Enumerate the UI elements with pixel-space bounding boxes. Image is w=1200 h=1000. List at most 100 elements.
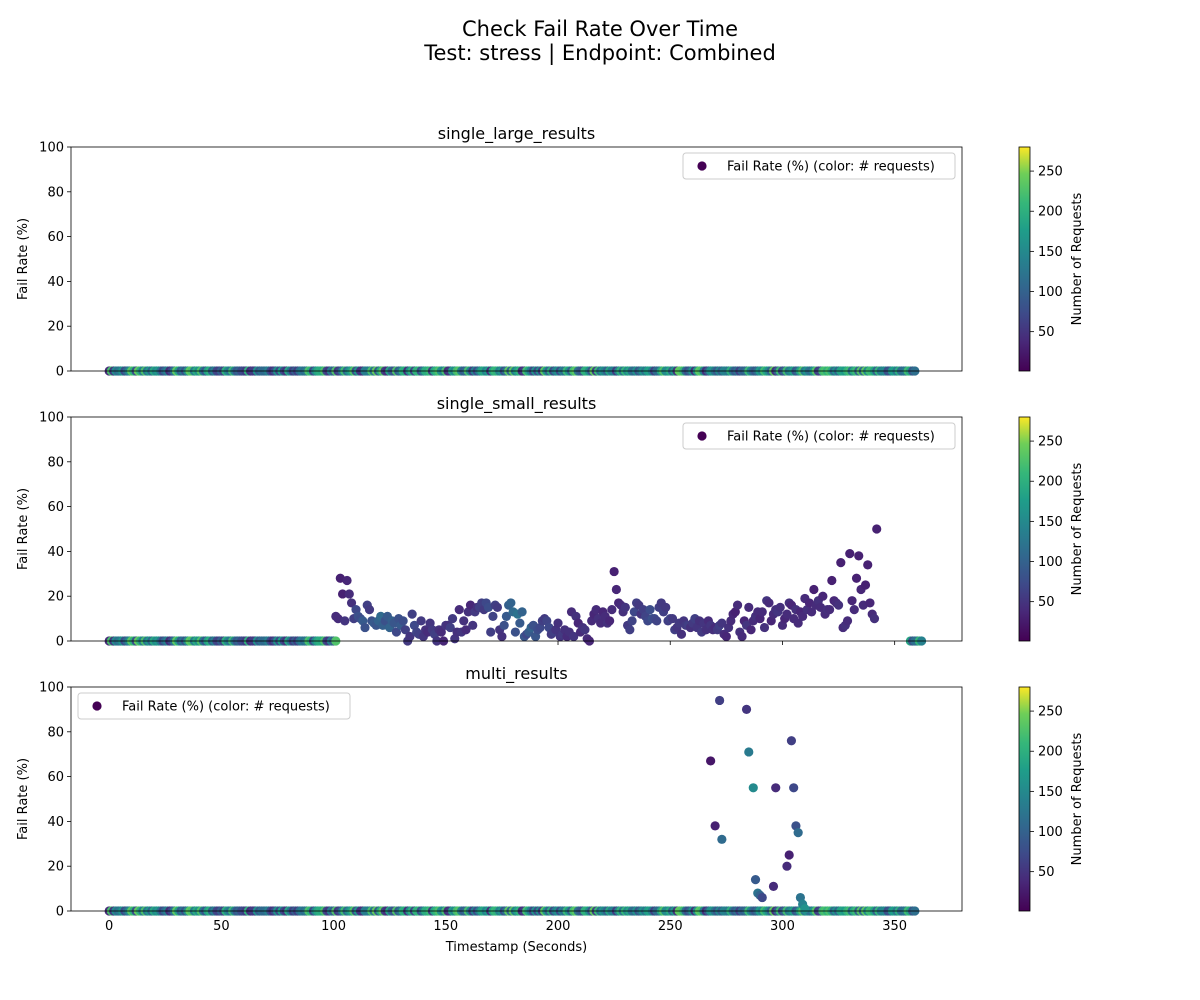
x-tick-label: 200 (546, 919, 571, 934)
data-point (416, 616, 426, 626)
data-point (744, 602, 754, 613)
y-tick-label: 100 (39, 411, 64, 426)
x-axis-label: Timestamp (Seconds) (445, 940, 587, 955)
colorbar-label: Number of Requests (1070, 192, 1085, 325)
legend-label: Fail Rate (%) (color: # requests) (727, 430, 935, 445)
colorbar-tick-label: 50 (1038, 595, 1055, 610)
colorbar-tick-label: 150 (1038, 515, 1063, 530)
y-tick: 80 (47, 185, 71, 200)
data-point (620, 602, 630, 613)
colorbar-tick: 200 (1030, 205, 1063, 220)
y-tick: 60 (47, 230, 71, 245)
data-point (784, 850, 794, 860)
data-point (360, 622, 370, 633)
colorbar-tick-label: 250 (1038, 705, 1063, 720)
data-point (717, 834, 727, 844)
y-tick-label: 80 (47, 185, 64, 200)
data-point (346, 598, 357, 608)
colorbar-tick-label: 200 (1038, 745, 1063, 760)
colorbar: 50 100 150 200 250 Number of Requests (1018, 146, 1085, 372)
data-point (746, 625, 756, 635)
colorbar-tick-label: 100 (1038, 825, 1063, 840)
y-tick: 40 (47, 815, 71, 830)
colorbar-gradient (1019, 687, 1030, 911)
data-point (768, 881, 779, 891)
colorbar-frame (1018, 146, 1031, 372)
figure-title-line-1: Check Fail Rate Over Time (462, 17, 738, 41)
scatter-series (104, 524, 927, 646)
colorbar-label: Number of Requests (1070, 732, 1085, 865)
legend: Fail Rate (%) (color: # requests) (682, 152, 956, 180)
data-point (860, 580, 871, 590)
data-point (661, 602, 671, 613)
subplot-single_large_results: single_large_results 0 20 40 60 80 100 Fail Rat… (16, 124, 1085, 380)
data-point (517, 607, 527, 617)
legend-marker (697, 161, 707, 171)
y-tick: 20 (47, 320, 71, 335)
colorbar-tick-label: 250 (1038, 165, 1063, 180)
colorbar-label: Number of Requests (1070, 462, 1085, 595)
y-tick: 60 (47, 770, 71, 785)
x-tick-label: 350 (882, 919, 907, 934)
data-point (706, 756, 716, 766)
colorbar-tick-label: 50 (1038, 865, 1055, 880)
colorbar-tick: 150 (1030, 515, 1063, 530)
data-point (492, 602, 503, 613)
data-point (445, 622, 455, 633)
legend-box (682, 422, 956, 450)
y-tick: 80 (47, 455, 71, 470)
y-tick: 40 (47, 275, 71, 290)
colorbar-frame (1018, 686, 1031, 912)
data-point (741, 704, 752, 715)
data-point (625, 625, 635, 635)
data-point (553, 618, 563, 628)
y-tick-label: 20 (47, 320, 64, 335)
data-point (845, 549, 855, 559)
data-point (400, 625, 411, 635)
data-point (405, 631, 415, 642)
legend-box (682, 152, 956, 180)
subplot-title: multi_results (465, 664, 568, 684)
data-point (407, 609, 417, 619)
legend-marker (697, 431, 707, 441)
data-point (715, 695, 725, 706)
y-tick-label: 80 (47, 455, 64, 470)
y-tick-label: 80 (47, 725, 64, 740)
scatter-series (104, 695, 920, 916)
colorbar-tick: 200 (1030, 475, 1063, 490)
data-point (667, 614, 678, 624)
y-tick-label: 40 (47, 275, 64, 290)
colorbar-tick-label: 200 (1038, 475, 1063, 490)
y-tick: 20 (47, 860, 71, 875)
data-point (833, 600, 844, 610)
data-point (807, 607, 817, 617)
data-point (515, 618, 525, 628)
colorbar: 50 100 150 200 250 Number of Requests (1018, 686, 1085, 912)
colorbar-tick-label: 150 (1038, 785, 1063, 800)
data-point (775, 602, 785, 613)
y-tick: 100 (39, 141, 71, 156)
data-point (468, 620, 478, 630)
data-point (344, 589, 354, 599)
data-point (627, 616, 637, 626)
data-point (818, 591, 828, 601)
data-point (732, 600, 743, 610)
y-tick-label: 0 (56, 365, 64, 380)
data-point (342, 575, 352, 586)
data-point (771, 783, 781, 793)
data-point (506, 598, 516, 608)
data-point (836, 558, 846, 568)
y-axis-label: Fail Rate (%) (16, 218, 31, 300)
colorbar-tick: 50 (1030, 325, 1055, 340)
plot-frame (70, 146, 963, 372)
data-point (454, 605, 464, 615)
data-point (759, 622, 770, 633)
data-point (501, 611, 512, 621)
legend: Fail Rate (%) (color: # requests) (77, 692, 351, 720)
data-point (461, 625, 471, 635)
legend-label: Fail Rate (%) (color: # requests) (122, 700, 330, 715)
data-point (800, 904, 810, 914)
data-point (645, 605, 655, 615)
x-tick-label: 100 (321, 919, 346, 934)
data-point (580, 625, 590, 635)
